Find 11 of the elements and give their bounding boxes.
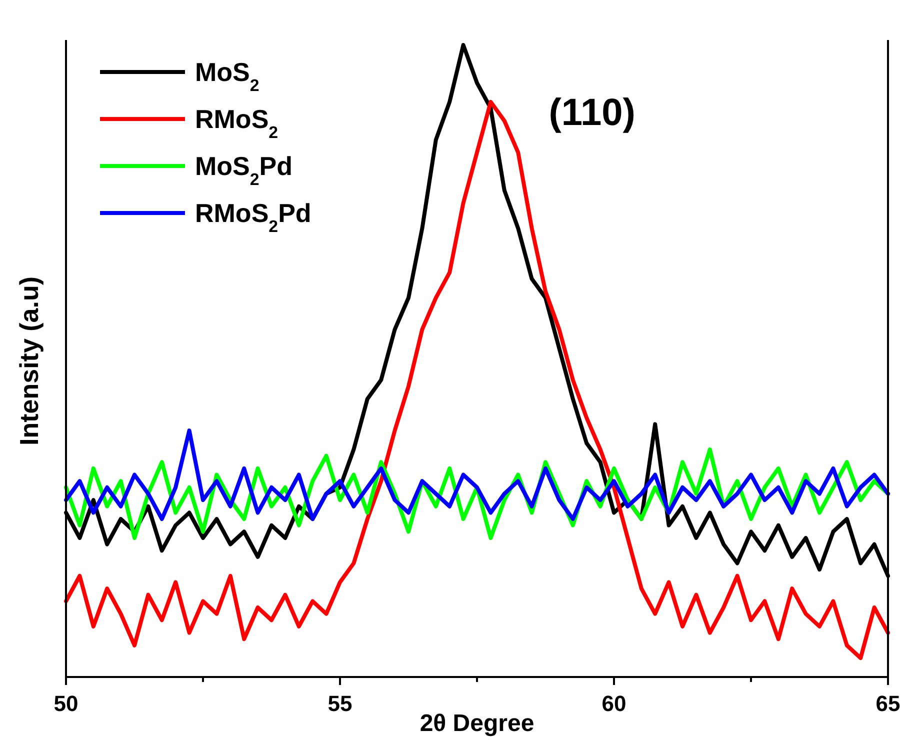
legend-label: MoS$_{2}$Pd xyxy=(195,151,293,188)
legend-label: RMoS$_{2}$ xyxy=(195,104,278,142)
x-tick-label: 60 xyxy=(602,691,626,716)
x-axis-title: 2θ Degree xyxy=(420,710,534,737)
legend-label: RMoS$_{2}$Pd xyxy=(195,198,312,236)
legend-label: MoS$_{2}$ xyxy=(195,57,260,94)
x-tick-label: 65 xyxy=(876,691,900,716)
y-axis-title: Intensity (a.u) xyxy=(14,276,44,446)
x-tick-label: 55 xyxy=(328,691,352,716)
x-tick-label: 50 xyxy=(54,691,78,716)
annotation: (110) xyxy=(548,92,636,134)
